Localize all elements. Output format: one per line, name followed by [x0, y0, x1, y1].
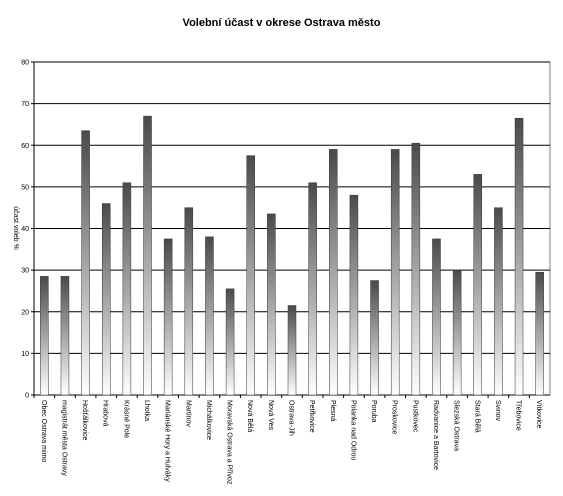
x-tick-label: Nová Bělá — [246, 400, 253, 432]
y-axis-title: účast voleb % — [12, 206, 19, 250]
x-axis: Obec Ostrava mimo magistrát města Ostravy… — [33, 395, 542, 485]
bar — [205, 236, 214, 396]
x-tick-label: Hrabová — [102, 400, 109, 427]
x-tick-label: Třebovice — [515, 400, 522, 431]
bar — [81, 130, 90, 396]
x-tick-label: Moravská Ostrava a Přívoz — [226, 400, 233, 485]
bar — [473, 174, 483, 396]
bar — [101, 203, 111, 396]
bar — [143, 115, 152, 396]
bar — [411, 142, 421, 396]
bar — [60, 276, 70, 396]
y-tick-label: 60 — [21, 143, 29, 150]
x-tick-label: Petřkovice — [308, 400, 315, 433]
x-tick-label: Poruba — [370, 400, 377, 423]
x-tick-label: Svinov — [494, 400, 501, 422]
x-tick-label: Martinov — [184, 400, 191, 427]
bar — [122, 182, 132, 396]
x-tick-label: Vítkovice — [535, 400, 542, 429]
bar — [535, 271, 544, 396]
bar — [163, 238, 173, 396]
x-tick-label: Polanka nad Odrou — [349, 400, 356, 460]
x-tick-label: magistrát města Ostravy — [60, 400, 67, 476]
y-tick-label: 50 — [21, 184, 29, 191]
x-tick-label: Michálkovice — [205, 400, 212, 440]
x-tick-label: Mariánské Hory a Hulváky — [164, 400, 171, 482]
x-tick-label: Plesná — [329, 400, 336, 422]
y-tick-label: 30 — [21, 268, 29, 275]
x-tick-label: Pustkovec — [411, 400, 418, 433]
bars — [40, 115, 544, 396]
bar — [349, 194, 359, 396]
x-tick-label: Radvanice a Bartovice — [432, 400, 439, 470]
x-tick-label: Stará Bělá — [473, 400, 480, 433]
bar — [329, 149, 338, 396]
y-tick-label: 10 — [21, 351, 29, 358]
x-tick-label: Proskovice — [391, 400, 398, 434]
x-tick-label: Krásné Pole — [122, 400, 129, 438]
y-tick-label: 40 — [21, 226, 29, 233]
bar — [287, 305, 297, 396]
y-tick-label: 70 — [21, 101, 29, 108]
bar — [184, 207, 194, 396]
bar — [225, 288, 235, 396]
bar — [40, 276, 49, 396]
bar — [432, 238, 441, 396]
x-tick-label: Slezská Ostrava — [453, 400, 460, 451]
bar — [308, 182, 317, 396]
y-tick-label: 0 — [25, 393, 29, 400]
x-tick-label: Ostrava-Jih — [288, 400, 295, 436]
x-tick-label: Lhotka — [143, 400, 150, 421]
x-tick-label: Nová Ves — [267, 400, 274, 430]
bar — [390, 149, 400, 396]
y-tick-label: 80 — [21, 60, 29, 67]
bar — [494, 207, 503, 396]
y-tick-label: 20 — [21, 309, 29, 316]
bar — [452, 269, 462, 396]
bar — [370, 280, 379, 396]
chart-title: Volební účast v okrese Ostrava město — [182, 17, 381, 29]
bar — [514, 117, 524, 396]
x-tick-label: Hošťálkovice — [81, 400, 88, 440]
bar — [246, 155, 255, 396]
x-tick-label: Obec Ostrava mimo — [40, 400, 47, 462]
bar — [267, 213, 276, 396]
